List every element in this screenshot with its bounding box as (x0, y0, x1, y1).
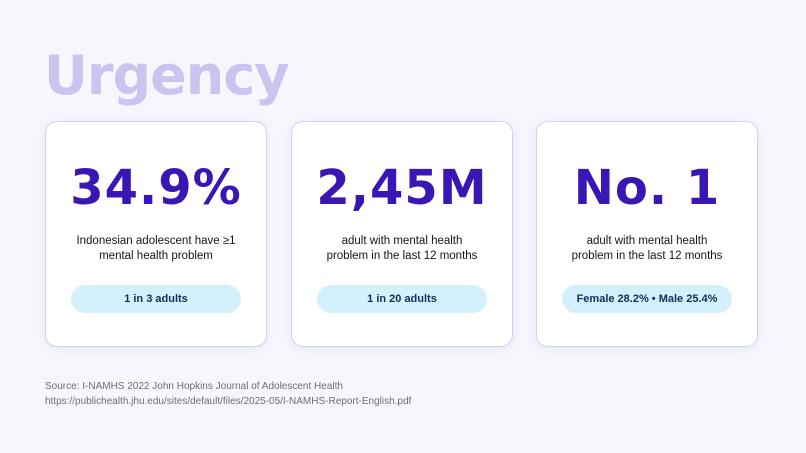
source-link[interactable]: https://publichealth.jhu.edu/sites/defau… (45, 396, 412, 407)
stat-pill: Female 28.2% • Male 25.4% (562, 285, 732, 313)
stat-value: 34.9% (70, 160, 242, 216)
stat-description-line: mental health problem (99, 250, 213, 262)
stat-description: adult with mental health problem in the … (302, 234, 502, 264)
stat-pill: 1 in 3 adults (71, 285, 241, 313)
stat-description-line: adult with mental health (586, 235, 708, 247)
stat-description-line: problem in the last 12 months (571, 250, 723, 262)
stat-description-line: problem in the last 12 months (326, 250, 478, 262)
page-title: Urgency (44, 44, 289, 107)
source-citation: Source: I-NAMHS 2022 John Hopkins Journa… (45, 379, 411, 409)
stat-card-prevalence: 34.9% Indonesian adolescent have ≥1 ment… (45, 121, 267, 347)
stat-card-rank: No. 1 adult with mental health problem i… (536, 121, 758, 347)
stat-description: adult with mental health problem in the … (547, 234, 747, 264)
stat-description-line: Indonesian adolescent have ≥1 (76, 235, 236, 247)
stat-value: No. 1 (573, 160, 721, 216)
stat-value: 2,45M (316, 160, 488, 216)
stat-description-line: adult with mental health (341, 235, 463, 247)
stat-pill: 1 in 20 adults (317, 285, 487, 313)
stat-card-adults: 2,45M adult with mental health problem i… (291, 121, 513, 347)
source-text: Source: I-NAMHS 2022 John Hopkins Journa… (45, 381, 343, 392)
stat-description: Indonesian adolescent have ≥1 mental hea… (56, 234, 256, 264)
